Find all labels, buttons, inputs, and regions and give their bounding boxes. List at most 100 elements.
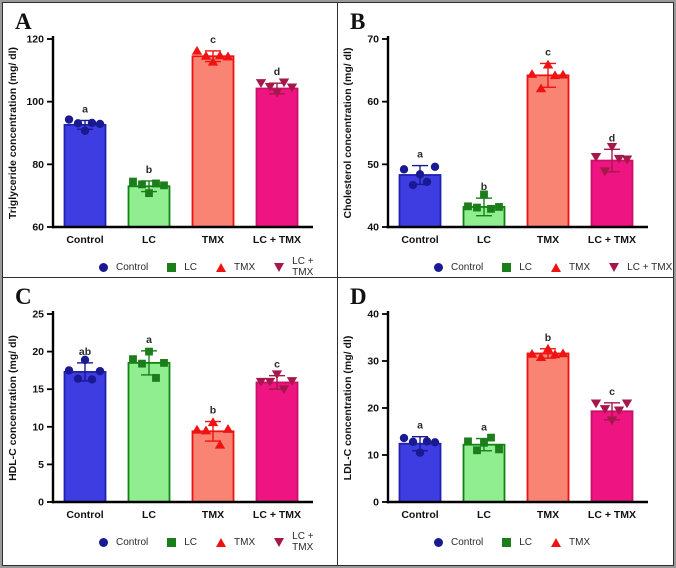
square-icon [167, 537, 177, 547]
data-point-triangle-down [606, 142, 618, 152]
data-point-circle [64, 366, 74, 375]
significance-letter: b [146, 164, 152, 176]
bar-control [63, 123, 107, 228]
panel-a: A 60 80 100 120 Triglyceride concentration (… [3, 3, 338, 279]
data-point-triangle-down [264, 377, 276, 387]
bar-tmx [526, 352, 570, 503]
data-point-square [464, 202, 472, 211]
legend-label: LC + TMX [627, 261, 673, 273]
significance-letter: c [210, 34, 216, 46]
data-point-circle [95, 366, 105, 376]
data-point-triangle-down [278, 78, 290, 88]
y-tick-label: 5 [38, 459, 44, 471]
circle-icon [434, 537, 443, 547]
data-point-circle [80, 126, 90, 136]
legend-item-lc: LC [502, 537, 532, 548]
legend-item-control: Control [99, 537, 148, 548]
triangle-up-icon [551, 537, 562, 547]
x-category-label: TMX [537, 509, 559, 521]
significance-letter: b [545, 332, 551, 344]
y-tick-label: 0 [38, 497, 44, 509]
data-point-square [152, 179, 160, 188]
data-point-circle [87, 118, 97, 128]
bar-lc-tmx [255, 87, 299, 228]
data-point-triangle-down [255, 377, 267, 387]
legend-a: Control LC TMX LC + TMX [3, 255, 337, 277]
y-tick-label: 40 [367, 222, 379, 234]
significance-letter: b [481, 181, 487, 193]
legend-item-lc-tmx: LC + TMX [274, 531, 337, 553]
data-point-square [495, 445, 503, 454]
panel-c: C 0 5 10 15 20 25 HDL-C concentration (mg/ dl)… [3, 278, 338, 565]
panel-c-letter: C [15, 284, 32, 310]
legend-d: Control LC TMX [338, 530, 673, 554]
data-point-triangle-down [621, 399, 633, 409]
bar-tmx [191, 430, 235, 503]
x-category-label: LC + TMX [253, 509, 301, 521]
data-point-circle [399, 165, 409, 174]
data-point-triangle-up [207, 417, 219, 427]
data-point-triangle-down [606, 416, 618, 426]
chart-cholesterol: 40 50 60 70 Cholesterol concentration (mg/ d… [342, 34, 648, 246]
data-point-triangle-down [286, 83, 298, 93]
data-point-triangle-up [207, 56, 219, 66]
data-point-square [480, 438, 488, 447]
data-point-square [152, 374, 160, 382]
data-point-triangle-up [214, 50, 226, 60]
data-point-circle [408, 180, 418, 190]
y-tick-label: 30 [367, 356, 379, 368]
data-point-triangle-down [590, 399, 602, 409]
data-point-square [464, 437, 472, 446]
data-point-triangle-down [286, 377, 298, 386]
significance-letter: b [210, 405, 216, 417]
legend-item-tmx: TMX [551, 262, 590, 273]
square-icon [502, 262, 512, 272]
data-point-square [473, 446, 481, 455]
data-point-square [145, 347, 153, 356]
data-point-triangle-down [613, 406, 625, 416]
significance-letter: c [545, 46, 551, 58]
data-point-triangle-up [191, 45, 203, 55]
legend-item-lc-tmx: LC + TMX [609, 262, 672, 273]
data-point-triangle-up [191, 424, 203, 434]
square-icon [502, 537, 512, 547]
triangle-up-icon [216, 262, 227, 272]
legend-c: Control LC TMX LC + TMX [3, 530, 337, 554]
legend-item-tmx: TMX [551, 537, 590, 548]
legend-item-tmx: TMX [216, 262, 255, 273]
chart-ldl-c: 0 10 20 30 40 LDL-C concentration (mg/ dl) a Co… [342, 309, 648, 521]
data-point-square [160, 181, 168, 190]
data-point-triangle-up [526, 348, 538, 358]
chart-triglyceride: 60 80 100 120 Triglyceride concentration (mg… [7, 34, 313, 246]
bar-tmx [526, 74, 570, 228]
square-icon [167, 262, 177, 272]
data-point-triangle-up [222, 51, 234, 61]
data-point-circle [399, 433, 409, 443]
y-axis-title: Triglyceride concentration (mg/ dl) [7, 47, 19, 219]
data-point-triangle-up [200, 50, 212, 60]
data-point-square [145, 189, 153, 198]
legend-label: Control [116, 261, 149, 273]
data-point-triangle-up [549, 70, 561, 80]
bar-lc [127, 361, 171, 503]
y-axis-title: HDL-C concentration (mg/ dl) [7, 335, 19, 481]
x-category-label: TMX [202, 234, 224, 246]
data-point-triangle-down [255, 79, 267, 88]
triangle-down-icon [274, 262, 285, 272]
legend-item-control: Control [99, 262, 148, 273]
data-point-triangle-up [535, 83, 547, 93]
legend-item-lc-tmx: LC + TMX [274, 256, 337, 277]
data-point-circle [408, 437, 418, 447]
data-point-triangle-up [542, 343, 554, 353]
data-point-triangle-up [557, 348, 569, 358]
x-category-label: Control [401, 234, 438, 246]
data-point-triangle-up [557, 69, 569, 79]
data-point-square [480, 190, 488, 199]
y-tick-label: 60 [367, 96, 379, 108]
legend-item-tmx: TMX [216, 537, 255, 548]
legend-label: Control [451, 261, 484, 273]
legend-item-lc: LC [167, 262, 197, 273]
data-point-triangle-down [278, 385, 290, 395]
